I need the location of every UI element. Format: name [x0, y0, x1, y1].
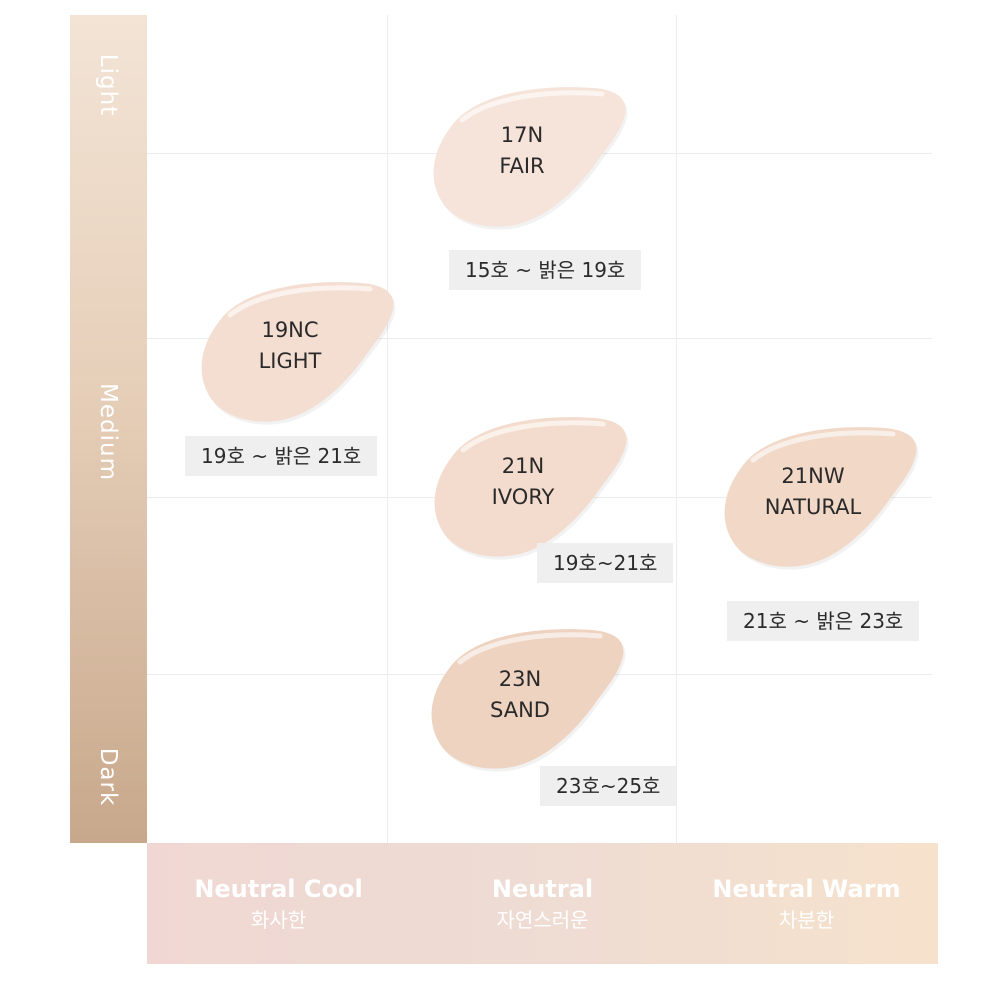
shade-swatch-17n[interactable]: 17N FAIR: [422, 80, 632, 235]
shade-range-19nc: 19호 ~ 밝은 21호: [185, 436, 378, 476]
swatch-fill: [434, 417, 627, 557]
undertone-axis-bar: Neutral Cool 화사한 Neutral 자연스러운 Neutral W…: [147, 843, 938, 964]
shade-range-21nw: 21호 ~ 밝은 23호: [727, 601, 920, 641]
shade-code: 23N: [498, 667, 542, 691]
depth-label-light: Light: [95, 53, 121, 117]
grid-line: [676, 15, 677, 843]
swatch-shape: [431, 629, 626, 772]
undertone-label-en: Neutral Warm: [712, 875, 901, 903]
undertone-label-ko: 차분한: [778, 908, 835, 932]
shade-swatch-21n[interactable]: 21N IVORY: [423, 410, 633, 565]
swatch-fill: [201, 282, 394, 422]
shade-name: SAND: [490, 698, 550, 722]
shade-code: 21N: [501, 454, 545, 478]
depth-axis-bar: [70, 15, 147, 843]
swatch-shape: [433, 87, 628, 230]
swatch-fill: [724, 427, 917, 567]
swatch-highlight: [457, 632, 603, 665]
swatch-highlight: [460, 420, 606, 453]
swatch-shape: [434, 417, 629, 560]
grid-line: [387, 15, 388, 843]
shade-name: NATURAL: [764, 495, 862, 519]
shade-swatch-23n[interactable]: 23N SAND: [420, 622, 630, 777]
undertone-neutral: Neutral 자연스러운: [411, 873, 674, 935]
swatch-fill: [433, 87, 626, 227]
swatch-fill: [431, 629, 624, 769]
depth-label-dark: Dark: [95, 747, 121, 807]
swatch-shape: [724, 427, 919, 570]
shade-code: 17N: [500, 123, 544, 147]
shade-swatch-19nc[interactable]: 19NC LIGHT: [190, 275, 400, 430]
depth-label-medium: Medium: [95, 383, 121, 481]
shade-code: 19NC: [261, 318, 319, 342]
shade-name: IVORY: [491, 485, 555, 509]
undertone-neutral-cool: Neutral Cool 화사한: [147, 873, 410, 935]
shade-range-21n: 19호~21호: [537, 543, 674, 583]
swatch-highlight: [459, 90, 605, 123]
shade-swatch-21nw[interactable]: 21NW NATURAL: [713, 420, 923, 575]
shade-range-17n: 15호 ~ 밝은 19호: [449, 250, 642, 290]
undertone-label-ko: 자연스러운: [496, 908, 589, 932]
grid-line: [147, 338, 932, 339]
swatch-highlight: [227, 285, 373, 318]
shade-code: 21NW: [781, 464, 845, 488]
shade-name: FAIR: [499, 154, 545, 178]
undertone-neutral-warm: Neutral Warm 차분한: [675, 873, 938, 935]
shade-range-23n: 23호~25호: [540, 766, 677, 806]
swatch-highlight: [750, 430, 896, 463]
undertone-label-en: Neutral: [491, 875, 594, 903]
undertone-label-en: Neutral Cool: [194, 875, 363, 903]
shade-name: LIGHT: [258, 349, 322, 373]
swatch-shape: [201, 282, 396, 425]
undertone-label-ko: 화사한: [250, 908, 307, 932]
